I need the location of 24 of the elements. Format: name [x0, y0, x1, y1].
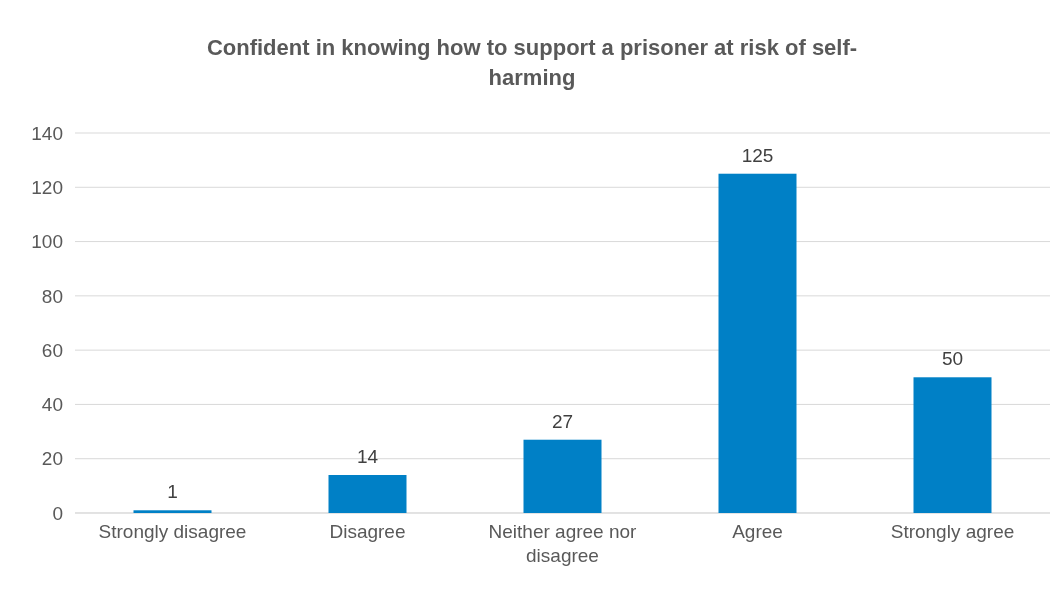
data-label: 14	[356, 446, 379, 467]
y-tick-label: 80	[41, 285, 63, 307]
x-tick-label: Strongly disagree	[98, 521, 247, 542]
data-label: 27	[551, 410, 574, 432]
chart-title: Confident in knowing how to support a prisoner at risk of self-harming	[206, 35, 858, 90]
y-tick-label: 20	[41, 448, 63, 470]
x-tick-label: Agree	[732, 521, 783, 542]
data-label: 1	[167, 481, 178, 503]
y-tick-label: 100	[31, 231, 63, 253]
x-tick-label: Disagree	[329, 521, 406, 542]
bar	[523, 439, 602, 513]
x-tick-label: Strongly agree	[890, 521, 1015, 542]
x-tick-label: Neither agree nor disagree	[488, 521, 638, 566]
y-tick-label: 0	[52, 502, 63, 524]
y-tick-label: 120	[31, 176, 63, 198]
bar	[328, 475, 407, 513]
bar	[718, 173, 797, 513]
data-label: 50	[941, 348, 964, 370]
y-tick-label: 140	[31, 122, 63, 144]
bar	[913, 377, 992, 513]
bar	[133, 510, 212, 513]
data-label: 125	[741, 144, 774, 166]
y-tick-label: 60	[41, 339, 63, 361]
y-tick-label: 40	[41, 394, 63, 416]
